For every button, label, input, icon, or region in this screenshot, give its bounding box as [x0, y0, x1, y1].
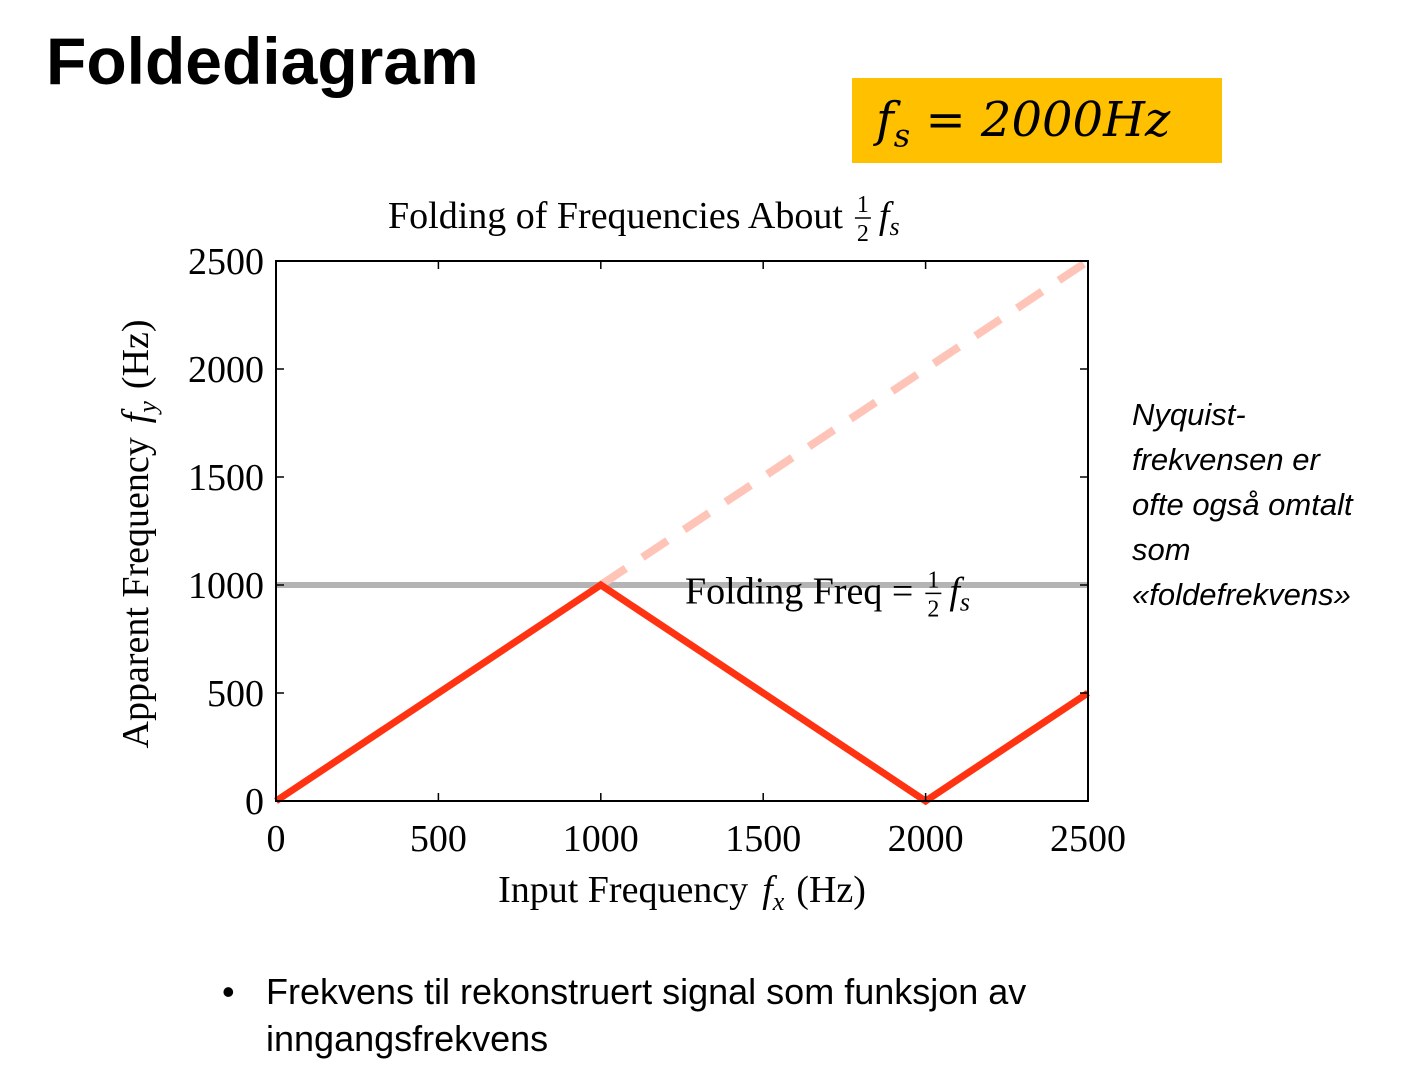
y-axis-label: Apparent Frequencyfy(Hz) [115, 319, 162, 748]
x-tick-label: 2000 [888, 818, 964, 860]
x-axis-label-sub: x [772, 887, 785, 916]
tick-layer: 0 500 1000 1500 2000 2500 0 500 1000 1500 2000 2500 [188, 241, 1126, 860]
folding-freq-frac-num: 1 [927, 567, 939, 593]
chart-title-frac-num: 1 [857, 192, 869, 218]
chart-title-text: Folding of Frequencies About [388, 195, 843, 237]
plot-frame [275, 260, 1089, 802]
chart-title: Folding of Frequencies About [388, 195, 843, 237]
y-tick-label: 2000 [188, 349, 264, 391]
side-note-line: frekvensen er [1132, 442, 1320, 477]
folding-freq-symbol: fs [949, 570, 970, 616]
x-axis-label: Input Frequency fx (Hz) [498, 869, 866, 916]
y-axis-label-text: Apparent Frequency [115, 437, 157, 748]
folding-freq-annotation: Folding Freq = [685, 570, 913, 612]
chart-title-frac-den: 2 [857, 221, 869, 247]
side-note-line: Nyquist- [1132, 397, 1246, 432]
y-tick-label: 1500 [188, 457, 264, 499]
slide-title: Foldediagram [46, 24, 479, 98]
folding-freq-annotation-text: Folding Freq = [685, 570, 913, 612]
x-tick-label: 1000 [563, 818, 639, 860]
series-layer [274, 257, 1091, 806]
fs-symbol: f [876, 92, 894, 148]
nyquist-side-note: Nyquist- frekvensen er ofte også omtalt … [1132, 392, 1412, 617]
x-axis-label-unit: (Hz) [796, 869, 866, 911]
y-axis-label-unit: (Hz) [115, 319, 157, 389]
side-note-line: «foldefrekvens» [1132, 577, 1351, 612]
bullet-marker: • [222, 971, 235, 1012]
series-line-1 [598, 257, 1091, 589]
bullet-text: Frekvens til rekonstruert signal som fun… [266, 971, 1027, 1059]
side-note-line: som [1132, 532, 1191, 567]
y-tick-label: 2500 [188, 241, 264, 283]
y-tick-label: 500 [207, 673, 264, 715]
x-axis-label-text: Input Frequency [498, 869, 748, 911]
folding-freq-sub: s [960, 587, 970, 616]
folding-freq-frac-den: 2 [927, 596, 939, 622]
y-tick-label: 1000 [188, 565, 264, 607]
y-axis-label-sub: y [133, 401, 162, 416]
series-line-0 [274, 580, 1090, 806]
side-note-line: ofte også omtalt [1132, 487, 1353, 522]
fs-equals: = [910, 92, 981, 148]
chart-title-fraction: 1 2 [854, 192, 871, 247]
folding-freq-fraction: 1 2 [925, 567, 942, 622]
x-tick-label: 0 [267, 818, 286, 860]
y-tick-label: 0 [245, 781, 264, 823]
fs-value: 2000Hz [980, 92, 1171, 148]
x-tick-label: 2500 [1050, 818, 1126, 860]
x-tick-label: 1500 [725, 818, 801, 860]
chart-title-symbol: fs [879, 195, 900, 241]
fs-subscript: s [893, 116, 911, 155]
chart-title-sub: s [889, 212, 899, 241]
x-tick-label: 500 [410, 818, 467, 860]
sampling-frequency-box: fs = 2000Hz [852, 78, 1222, 163]
